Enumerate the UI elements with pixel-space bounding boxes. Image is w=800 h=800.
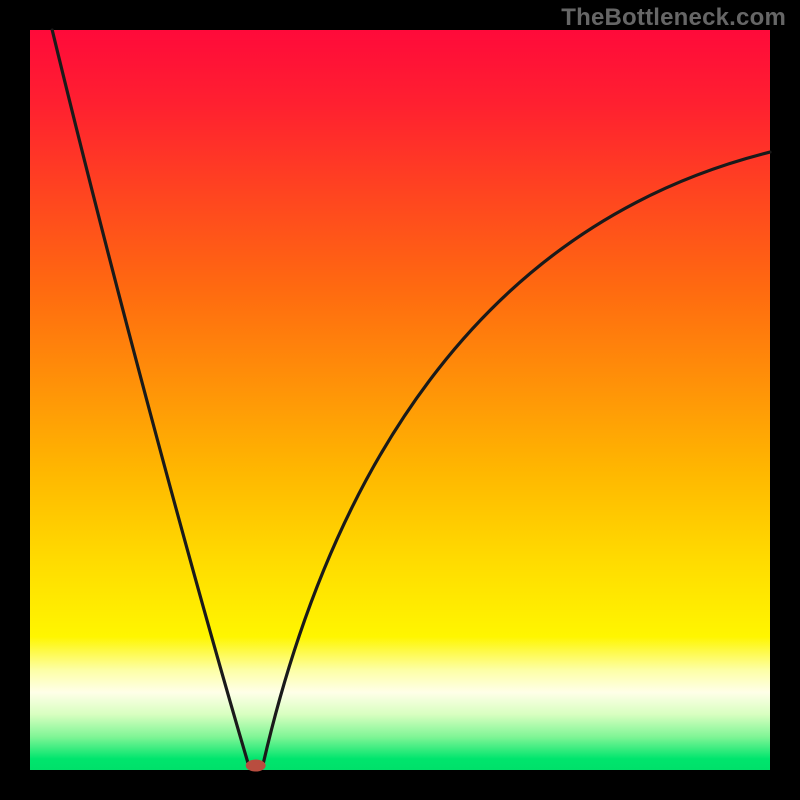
- watermark-text: TheBottleneck.com: [561, 4, 786, 32]
- bottleneck-chart: [0, 0, 800, 800]
- chart-container: TheBottleneck.com: [0, 0, 800, 800]
- minimum-marker: [246, 760, 266, 772]
- chart-plot-area: [30, 30, 770, 770]
